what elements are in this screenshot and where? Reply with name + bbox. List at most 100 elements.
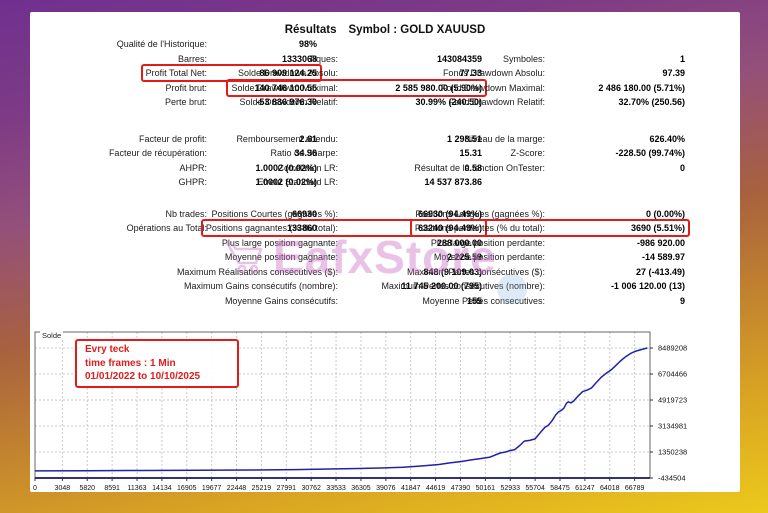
annotation-line-1: Evry teck [85, 344, 130, 355]
stat-row: Fonds Drawdown Absolu: 97.39 [365, 66, 685, 81]
x-tick-label: 39076 [376, 485, 396, 492]
spacer [365, 190, 685, 207]
stat-row: Z-Score: -228.50 (99.74%) [365, 146, 685, 161]
stat-label: Maximum Réalisations consécutives ($): [176, 266, 338, 277]
stat-row [365, 175, 685, 190]
report-page: Résultats Symbol : GOLD XAUUSD Qualité de… [30, 12, 740, 492]
stat-row: Résultat de la fonction OnTester: 0 [365, 161, 685, 176]
stat-value: 2 486 180.00 (5.71%) [598, 82, 685, 93]
stat-value: 15.31 [459, 148, 482, 159]
page-title: Résultats [284, 24, 337, 36]
stat-label: Z-Score: [510, 148, 545, 159]
stat-label: GHPR: [178, 177, 207, 188]
stat-row: Remboursement attendu: 1 298.51 [152, 132, 482, 147]
stat-value: 2.61 [299, 133, 317, 144]
stat-label: Profit Total Net: [145, 68, 207, 79]
stat-label: Erreur Standard LR: [257, 177, 338, 188]
stat-label: Barres: [177, 53, 207, 64]
x-tick-label: 5820 [79, 485, 95, 492]
stat-value: 27 (-413.49) [635, 266, 685, 277]
stat-value: 34.96 [294, 148, 317, 159]
stat-row: Maximum Pertes consécutives ($): 27 (-413… [365, 265, 685, 280]
highlight-box: Profit Total Net: 86 909 124.25 [140, 64, 322, 83]
x-tick-label: 64018 [600, 485, 620, 492]
stat-label: Symboles: [502, 53, 545, 64]
highlight-box: Solde Drawdown Maximal: 2 585 980.00 (5.9… [226, 78, 487, 97]
stat-row: Solde Drawdown Relatif: 30.99% (240.50) [152, 95, 482, 110]
x-tick-label: 25219 [252, 485, 272, 492]
stat-label: Solde Drawdown Absolu: [237, 68, 338, 79]
stat-label: Maximum Pertes consécutives ($): [406, 266, 545, 277]
stat-label: Plus large position gagnante: [221, 237, 338, 248]
stat-row: Tiques: 143084359 [152, 52, 482, 67]
x-tick-label: 44619 [426, 485, 446, 492]
stats-column-middle: Tiques: 143084359 Solde Drawdown Absolu: 77… [152, 37, 487, 309]
stat-label: Moyenne Pertes consecutives: [422, 295, 545, 306]
symbol-label: Symbol : GOLD XAUUSD [348, 24, 486, 36]
x-tick-label: 61247 [575, 485, 595, 492]
x-tick-label: 3048 [55, 485, 71, 492]
stat-value: 66930 (94.49%) [417, 208, 482, 219]
stat-row: Positions gagnantes (% du total): 63240 (… [152, 219, 487, 238]
stat-row: Fond Drawdown Relatif: 32.70% (250.56) [365, 95, 685, 110]
stat-row: Facteur de profit: 2.61 [47, 132, 317, 147]
stat-row: Profit brut: 140 746 100.55 [47, 81, 317, 96]
stat-value: 0 [679, 162, 685, 173]
stat-row: Plus large position perdante: -986 920.00 [365, 236, 685, 251]
stat-label: Plus large position perdante: [430, 237, 545, 248]
stat-row: Corrélation LR: 0.58 [152, 161, 482, 176]
x-tick-label: 36305 [351, 485, 371, 492]
chart-annotation-box: Evry teck time frames : 1 Min 01/01/2022… [75, 339, 239, 388]
x-tick-label: 33533 [326, 485, 346, 492]
stat-value: -1 006 120.00 (13) [610, 281, 685, 292]
stat-row: Positions Courtes (gagnées %): 66930 (94.… [152, 207, 482, 222]
stats-column-right: Symboles: 1 Fonds Drawdown Absolu: 97.39 Fon… [365, 37, 690, 308]
stat-row: Fond Drawdown Maximal: 2 486 180.00 (5.71… [365, 81, 685, 96]
stat-value: 66930 [291, 208, 317, 219]
stat-value: -14 589.97 [641, 252, 685, 263]
stat-row: Maximum Gains consécutifs (nombre): 11 74… [152, 279, 482, 294]
stat-row: Maximum Réalisations consécutives ($): 84… [152, 265, 482, 280]
stat-row: Qualité de l'Historique: 98% [47, 37, 317, 52]
x-tick-label: 52933 [501, 485, 521, 492]
stat-label: Fond Drawdown Relatif: [448, 97, 545, 108]
stat-row: Facteur de récupération: 34.96 [47, 146, 317, 161]
y-tick-label: 6704466 [658, 370, 687, 379]
stat-label: Positions Courtes (gagnées %): [211, 208, 338, 219]
x-tick-label: 41847 [401, 485, 421, 492]
x-tick-label: 16905 [177, 485, 197, 492]
stat-value: 77.33 [459, 68, 482, 79]
chart-series-label: Solde [40, 331, 64, 340]
stat-value: 32.70% (250.56) [618, 97, 685, 108]
stat-row: Moyenne Gains consécutifs: 155 [152, 294, 482, 309]
stat-label: Nb trades: [165, 208, 207, 219]
stat-row: Niveau de la marge: 626.40% [365, 132, 685, 147]
stat-value: 63240 (94.49%) [417, 223, 482, 234]
stat-value: 2 585 980.00 (5.90%) [395, 82, 482, 93]
highlight-box: Positions gagnantes (% du total): 63240 (… [200, 219, 487, 238]
stat-label: Moyenne position perdante: [433, 252, 545, 263]
stat-row: Solde Drawdown Absolu: 77.33 [152, 66, 482, 81]
stat-label: Moyenne position gagnante: [224, 252, 338, 263]
stat-row: Opérations au Total: 133860 [47, 221, 317, 236]
stat-row: Ratio de Sharpe: 15.31 [152, 146, 482, 161]
stat-value: -986 920.00 [636, 237, 685, 248]
stat-value: 1.0002 (0.02%) [255, 162, 317, 173]
stat-label: Résultat de la fonction OnTester: [414, 162, 545, 173]
stat-value: 1.0002 (0.02%) [255, 177, 317, 188]
stat-row: Positions Longues (gagnées %): 0 (0.00%) [365, 207, 685, 222]
stat-row: GHPR: 1.0002 (0.02%) [47, 175, 317, 190]
stat-label: Niveau de la marge: [464, 133, 545, 144]
x-tick-label: 14134 [152, 485, 172, 492]
stat-label: Facteur de profit: [138, 133, 207, 144]
stat-value: 3690 (5.51%) [630, 223, 685, 234]
stat-value: 11 745 200.00 (795) [401, 281, 482, 292]
stat-value: 143084359 [436, 53, 482, 64]
x-tick-label: 8591 [104, 485, 120, 492]
x-tick-label: 58475 [550, 485, 570, 492]
stat-value: 288 000.00 [436, 237, 482, 248]
stat-value: 30.99% (240.50) [415, 97, 482, 108]
stat-value: 133860 [286, 223, 317, 234]
stat-value: 9 [679, 295, 685, 306]
